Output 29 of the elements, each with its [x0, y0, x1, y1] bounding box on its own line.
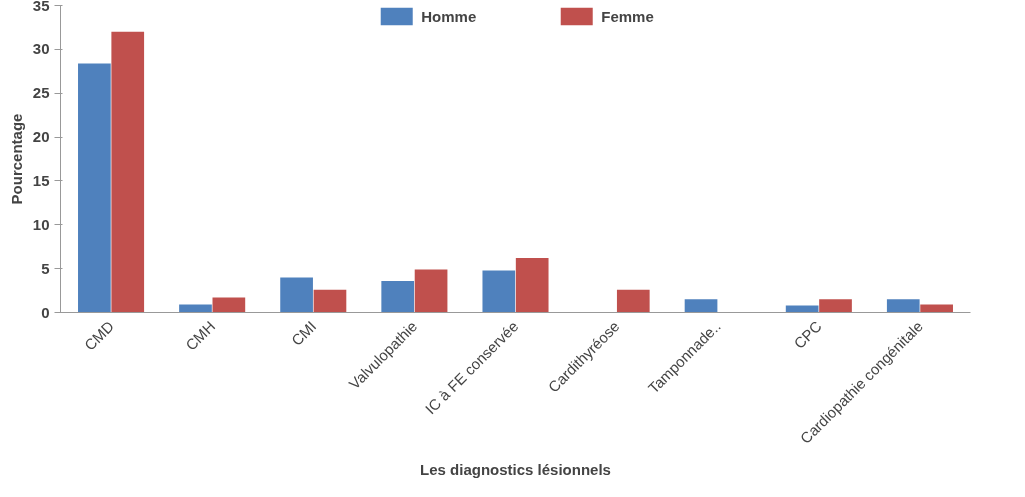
bar [616, 289, 650, 313]
y-tick-label: 15 [32, 171, 50, 189]
legend-label: Femme [601, 7, 654, 25]
bar [179, 304, 212, 313]
bar [111, 31, 145, 313]
y-axis-title: Pourcentage [7, 113, 25, 205]
y-tick-label: 5 [41, 259, 50, 277]
y-tick-label: 20 [32, 128, 50, 146]
bar [819, 299, 852, 313]
bar [684, 299, 718, 313]
legend-label: Homme [421, 7, 477, 25]
bar [482, 270, 516, 313]
y-tick-label: 0 [41, 303, 50, 321]
bar [78, 63, 111, 313]
bar [381, 280, 415, 313]
bar [280, 277, 313, 313]
x-tick-label: CMI [287, 317, 320, 349]
y-tick-label: 25 [32, 84, 50, 102]
bar [785, 305, 819, 313]
bar [920, 304, 953, 313]
y-tick-label: 10 [32, 215, 50, 233]
bar [886, 299, 920, 313]
bar [515, 258, 549, 313]
bar [313, 289, 347, 313]
x-axis-title: Les diagnostics lésionnels [420, 460, 611, 478]
bar [414, 269, 448, 313]
y-tick-label: 35 [32, 0, 50, 14]
bar [212, 297, 246, 313]
y-tick-label: 30 [32, 40, 50, 58]
